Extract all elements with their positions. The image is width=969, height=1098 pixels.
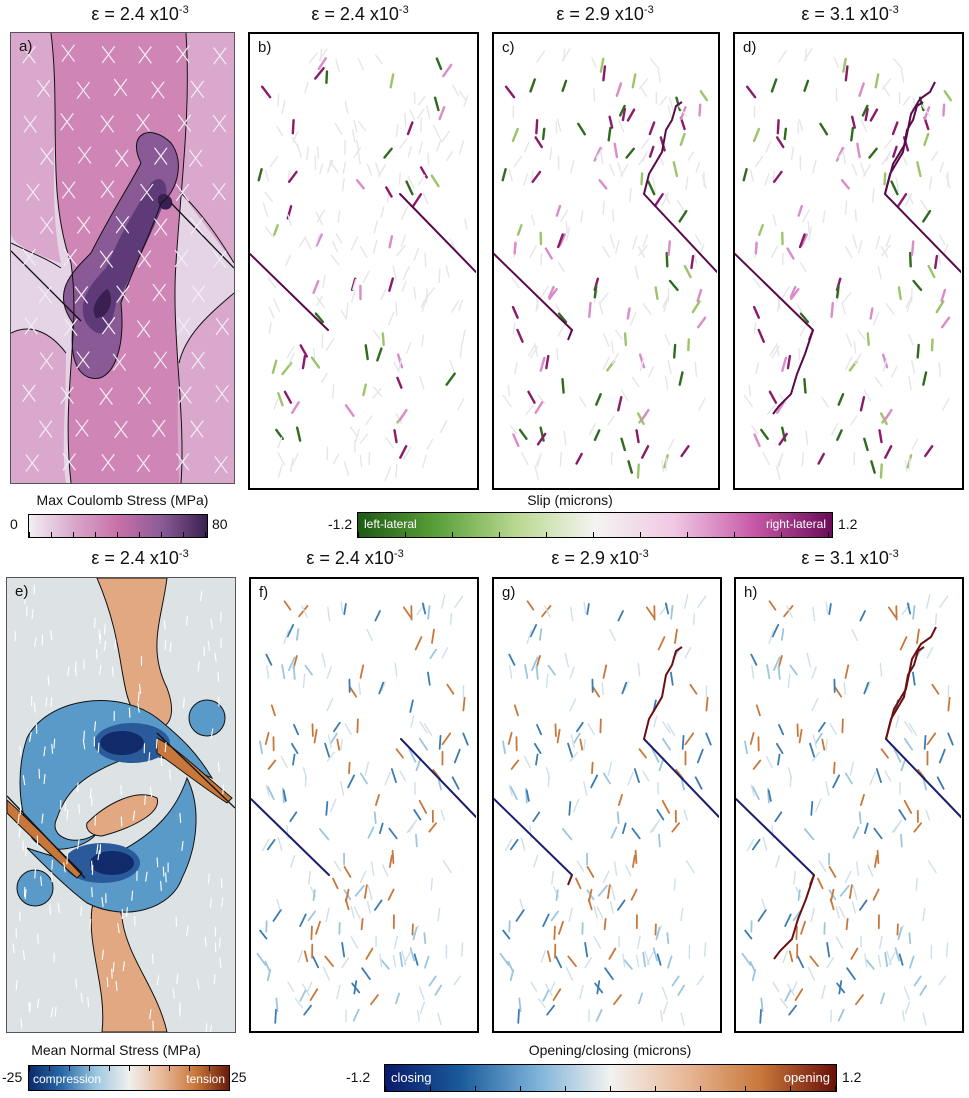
colorbar-coulomb-min: 0 bbox=[10, 516, 18, 532]
panel-f-opening: f) bbox=[249, 577, 479, 1033]
colorbar-normal-min: -25 bbox=[2, 1069, 23, 1085]
panel-label-b: b) bbox=[258, 39, 272, 56]
colorbar-title-slip: Slip (microns) bbox=[527, 492, 613, 508]
colorbar-coulomb bbox=[28, 514, 208, 538]
panel-g-opening: g) bbox=[492, 577, 722, 1033]
title-g: ε = 2.9 x10-3 bbox=[551, 548, 649, 568]
colorbar-slip-max: 1.2 bbox=[838, 516, 858, 532]
panel-a-coulomb-stress: a) bbox=[10, 32, 235, 484]
colorbar-title-opening: Opening/closing (microns) bbox=[528, 1042, 692, 1058]
panel-label-g: g) bbox=[502, 584, 516, 601]
colorbar-slip-min: -1.2 bbox=[328, 516, 353, 532]
title-e: ε = 2.4 x10-3 bbox=[91, 548, 189, 568]
colorbar-slip-left-text: left-lateral bbox=[364, 517, 417, 531]
opening-crack-map-f bbox=[251, 593, 476, 1026]
slip-crack-map-d bbox=[735, 48, 961, 481]
panel-label-h: h) bbox=[744, 584, 758, 601]
colorbar-normal-left-text: compression bbox=[33, 1072, 102, 1086]
opening-crack-map-h bbox=[736, 593, 961, 1026]
title-c: ε = 2.9 x10-3 bbox=[556, 4, 654, 24]
normal-stress-contour-map bbox=[7, 578, 235, 1032]
panel-d-slip: d) bbox=[733, 32, 964, 490]
panel-label-a: a) bbox=[19, 38, 33, 55]
coulomb-contour-map bbox=[11, 33, 234, 483]
colorbar-title-normal: Mean Normal Stress (MPa) bbox=[31, 1042, 201, 1058]
colorbar-normal-right-text: tension bbox=[186, 1072, 225, 1086]
title-b: ε = 2.4 x10-3 bbox=[311, 4, 409, 24]
slip-crack-map-b bbox=[250, 48, 476, 481]
colorbar-slip-right-text: right-lateral bbox=[765, 517, 826, 531]
panel-label-e: e) bbox=[15, 583, 29, 600]
panel-h-opening: h) bbox=[734, 577, 964, 1033]
colorbar-coulomb-max: 80 bbox=[212, 516, 228, 532]
panel-label-c: c) bbox=[502, 39, 515, 56]
opening-crack-map-g bbox=[494, 593, 719, 1026]
colorbar-opening-min: -1.2 bbox=[346, 1069, 371, 1085]
title-h: ε = 3.1 x10-3 bbox=[801, 548, 899, 568]
title-f: ε = 2.4 x10-3 bbox=[306, 548, 404, 568]
slip-crack-map-c bbox=[494, 48, 717, 481]
colorbar-slip: left-lateral right-lateral bbox=[357, 512, 833, 538]
colorbar-opening-max: 1.2 bbox=[842, 1069, 862, 1085]
colorbar-normal: compression tension bbox=[28, 1065, 230, 1091]
colorbar-opening-left-text: closing bbox=[391, 1070, 432, 1085]
colorbar-opening-right-text: opening bbox=[783, 1070, 830, 1085]
panel-e-normal-stress: e) bbox=[6, 577, 236, 1033]
colorbar-title-coulomb: Max Coulomb Stress (MPa) bbox=[36, 492, 209, 508]
title-a: ε = 2.4 x10-3 bbox=[91, 4, 189, 24]
title-d: ε = 3.1 x10-3 bbox=[801, 4, 899, 24]
panel-c-slip: c) bbox=[492, 32, 720, 490]
panel-label-f: f) bbox=[259, 584, 269, 601]
colorbar-opening: closing opening bbox=[384, 1064, 837, 1092]
colorbar-normal-max: 25 bbox=[231, 1069, 247, 1085]
panel-label-d: d) bbox=[743, 39, 757, 56]
panel-b-slip: b) bbox=[248, 32, 479, 490]
